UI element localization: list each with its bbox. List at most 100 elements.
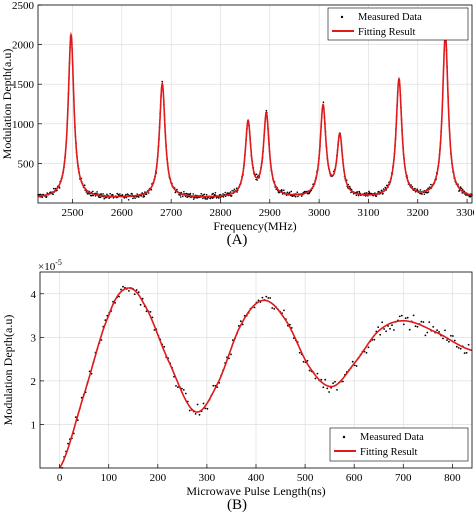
x-axis-label: Frequency(MHz) xyxy=(213,219,296,233)
data-point xyxy=(389,327,391,330)
axes-frame xyxy=(37,4,473,204)
data-point xyxy=(237,325,240,327)
data-point xyxy=(467,343,470,346)
data-point xyxy=(151,316,154,319)
data-point xyxy=(336,389,338,391)
data-point xyxy=(239,320,242,323)
y-tick-label: 500 xyxy=(18,158,35,170)
data-point xyxy=(206,198,209,200)
data-point xyxy=(41,196,44,199)
data-point xyxy=(358,190,361,193)
panel-label-b: (B) xyxy=(227,497,247,513)
data-point xyxy=(131,192,133,195)
data-point xyxy=(422,321,425,323)
data-point xyxy=(195,196,198,199)
data-point xyxy=(382,192,384,195)
data-point xyxy=(267,297,270,299)
data-point xyxy=(288,191,291,194)
data-point xyxy=(460,187,463,190)
data-point xyxy=(230,195,233,197)
data-point xyxy=(296,191,299,193)
data-point xyxy=(52,193,54,195)
data-point xyxy=(163,345,166,348)
x-tick-label: 800 xyxy=(444,472,461,484)
data-point xyxy=(385,330,387,333)
data-point xyxy=(222,193,224,195)
data-point xyxy=(202,402,205,405)
data-point xyxy=(205,193,208,196)
data-point xyxy=(179,194,181,196)
data-point xyxy=(100,339,103,341)
data-point xyxy=(83,184,86,186)
data-point xyxy=(145,193,148,195)
data-point xyxy=(149,311,152,313)
data-point xyxy=(273,308,276,310)
data-point xyxy=(459,186,462,188)
data-point xyxy=(212,192,214,195)
data-point xyxy=(416,188,419,190)
data-point xyxy=(106,193,108,196)
chart-1: 0 100 200 300 400 500 600 700 800 1 2 3 4 Microwave P… xyxy=(1,258,473,498)
data-point xyxy=(119,193,121,195)
data-point xyxy=(271,307,274,309)
data-point xyxy=(85,191,88,193)
data-point xyxy=(255,173,258,176)
data-point xyxy=(391,324,393,327)
data-point xyxy=(99,196,102,199)
legend-label-measured: Measured Data xyxy=(360,432,424,443)
data-point xyxy=(438,331,440,333)
data-point xyxy=(231,189,233,192)
data-point xyxy=(373,338,376,341)
data-point xyxy=(116,192,118,195)
data-point xyxy=(92,190,94,193)
data-point xyxy=(462,189,464,191)
data-point xyxy=(198,413,201,416)
y-tick-label: 2000 xyxy=(12,40,35,52)
data-point xyxy=(214,192,217,194)
data-point xyxy=(143,195,146,198)
data-point xyxy=(222,196,225,198)
data-point xyxy=(134,197,136,199)
data-point xyxy=(326,387,329,390)
data-point xyxy=(302,360,305,363)
data-point xyxy=(342,380,344,383)
data-point xyxy=(219,197,222,199)
data-point xyxy=(297,195,299,198)
data-point xyxy=(400,314,403,317)
data-point xyxy=(365,351,368,354)
data-point xyxy=(194,413,197,415)
data-point xyxy=(283,309,285,312)
legend: Measured Data Fitting Result xyxy=(329,427,469,462)
y-tick-label: 1500 xyxy=(12,79,35,91)
data-point xyxy=(416,325,419,328)
data-point xyxy=(379,333,382,336)
data-point xyxy=(196,403,199,406)
data-point xyxy=(202,197,204,200)
data-point xyxy=(283,189,285,191)
legend-box xyxy=(329,427,469,462)
data-point xyxy=(104,319,107,321)
data-point xyxy=(448,340,450,343)
data-point xyxy=(322,386,325,389)
data-point xyxy=(353,364,356,367)
legend: Measured Data Fitting Result xyxy=(327,7,469,41)
data-point xyxy=(58,187,61,189)
data-point xyxy=(100,193,103,195)
data-point xyxy=(423,193,426,196)
x-tick-label: 3300 xyxy=(456,207,474,219)
data-point xyxy=(153,329,156,331)
data-point xyxy=(45,196,48,198)
data-point xyxy=(122,285,124,288)
data-point xyxy=(108,197,110,199)
data-point xyxy=(332,382,334,385)
data-point xyxy=(377,326,380,328)
data-point xyxy=(212,384,215,387)
data-point xyxy=(412,314,415,317)
data-point xyxy=(281,190,283,192)
x-tick-label: 2900 xyxy=(259,207,282,219)
data-point xyxy=(118,295,120,298)
data-point xyxy=(256,179,259,181)
data-point xyxy=(233,188,236,191)
data-point xyxy=(316,372,319,375)
